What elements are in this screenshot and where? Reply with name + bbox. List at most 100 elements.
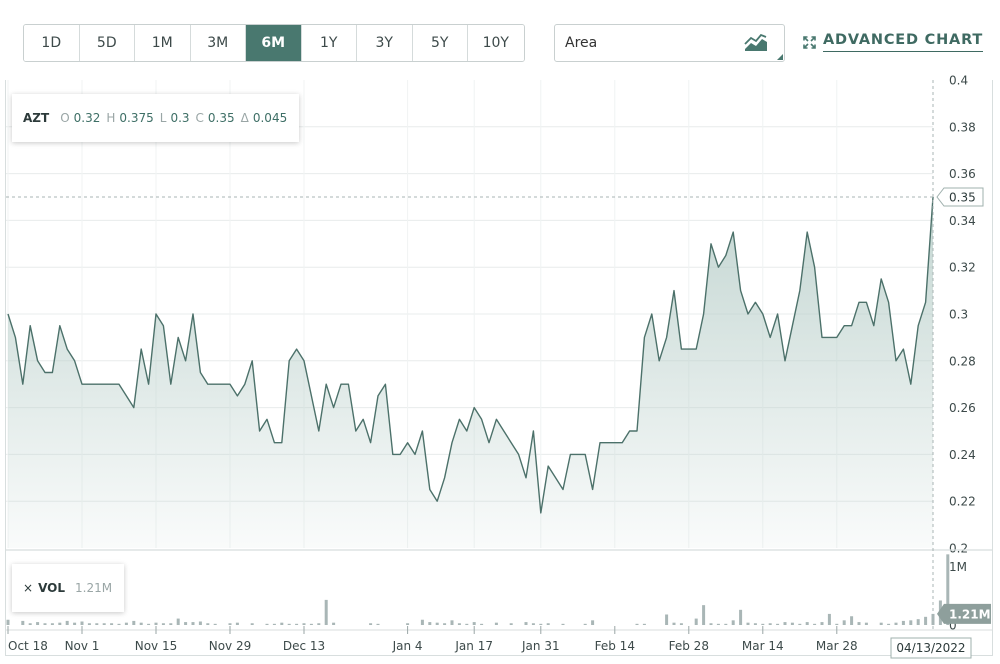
volume-bar [820, 622, 824, 625]
volume-bar [672, 622, 676, 625]
range-button-3m[interactable]: 3M [190, 25, 246, 61]
price-tick-label: 0.38 [949, 120, 976, 134]
volume-bar [110, 623, 114, 625]
volume-bar [213, 623, 217, 625]
volume-bar [65, 620, 69, 625]
volume-bar [324, 599, 328, 625]
volume-bar [857, 622, 861, 625]
range-button-10y[interactable]: 10Y [468, 25, 524, 61]
ohlc-change-label: Δ [240, 111, 249, 125]
volume-bar [679, 623, 683, 625]
x-tick-label: Nov 15 [135, 639, 178, 653]
chart-frame [5, 80, 993, 656]
volume-bar [472, 622, 476, 625]
volume-bar [835, 623, 839, 625]
range-button-1m[interactable]: 1M [135, 25, 191, 61]
volume-bar [87, 623, 91, 625]
volume-bar [827, 613, 831, 625]
range-button-1y[interactable]: 1Y [301, 25, 357, 61]
volume-bar [916, 619, 920, 625]
last-volume-value: 1.21M [949, 607, 991, 621]
price-tick-label: 0.32 [949, 261, 976, 275]
volume-bar [591, 620, 595, 625]
volume-bar [58, 622, 62, 625]
volume-tick-label: 1M [949, 560, 967, 574]
volume-bar [184, 622, 188, 625]
price-tick-label: 0.28 [949, 354, 976, 368]
volume-bar [369, 623, 373, 625]
volume-bar [480, 623, 484, 625]
chart-type-select[interactable]: Area [554, 24, 785, 62]
x-tick-label: Jan 31 [521, 639, 560, 653]
x-tick-label: Jan 17 [454, 639, 493, 653]
area-chart-icon [744, 34, 767, 51]
volume-bar [420, 619, 424, 625]
ohlc-low: 0.3 [170, 111, 190, 125]
range-button-5d[interactable]: 5D [79, 25, 135, 61]
volume-value: 1.21M [75, 581, 113, 595]
select-corner [777, 54, 783, 60]
price-tick-label: 0.3 [949, 308, 968, 322]
advanced-chart-link[interactable]: ADVANCED CHART [803, 32, 984, 52]
volume-bar [864, 622, 868, 625]
volume-bar [665, 614, 669, 625]
volume-bar [132, 620, 136, 625]
volume-bar [376, 623, 380, 625]
volume-bar [250, 623, 254, 625]
x-tick-label: Feb 28 [669, 639, 709, 653]
volume-bar [894, 622, 898, 625]
volume-bar [702, 605, 706, 625]
volume-bar [191, 622, 195, 625]
range-button-3y[interactable]: 3Y [357, 25, 413, 61]
volume-bar [332, 622, 336, 625]
volume-bar [117, 623, 121, 625]
volume-bar [798, 623, 802, 625]
chart-type-value: Area [565, 35, 598, 51]
volume-bar [465, 623, 469, 625]
volume-bar [309, 623, 313, 625]
x-tick-label: Oct 18 [8, 639, 48, 653]
volume-bar [435, 622, 439, 625]
ohlc-open-label: O [60, 111, 70, 125]
last-volume-tag [937, 603, 991, 624]
range-button-6m[interactable]: 6M [246, 25, 302, 61]
volume-bar [724, 623, 728, 625]
x-tick-label: Feb 14 [595, 639, 635, 653]
price-tick-label: 0.24 [949, 448, 976, 462]
ohlc-close-label: C [195, 111, 204, 125]
volume-bar [887, 623, 891, 625]
volume-bar [761, 623, 765, 625]
volume-bar [909, 620, 913, 625]
volume-bar [753, 623, 757, 625]
volume-bar [235, 622, 239, 625]
volume-bar [50, 623, 54, 625]
price-tick-label: 0.26 [949, 401, 976, 415]
volume-bar [509, 623, 513, 625]
volume-bar [850, 616, 854, 625]
volume-tick-label: 0 [949, 619, 957, 633]
range-button-5y[interactable]: 5Y [412, 25, 468, 61]
volume-bar [776, 623, 780, 625]
volume-bar [635, 623, 639, 625]
x-tick-label: Nov 29 [209, 639, 252, 653]
volume-bar [924, 616, 928, 625]
volume-bar [450, 620, 454, 625]
volume-bar [198, 621, 202, 625]
price-tick-label: 0.34 [949, 214, 976, 228]
last-price-tag [936, 187, 984, 207]
last-date-tag [890, 637, 972, 659]
range-button-1d[interactable]: 1D [24, 25, 80, 61]
close-icon[interactable]: × [23, 581, 34, 595]
volume-bar [524, 622, 528, 625]
volume-bar [768, 623, 772, 625]
x-tick-label: Mar 14 [742, 639, 784, 653]
expand-icon [803, 35, 816, 49]
volume-bar [901, 620, 905, 625]
volume-bar [95, 623, 99, 625]
ohlc-low-label: L [159, 111, 167, 125]
volume-bar [21, 620, 25, 625]
volume-bar [539, 623, 543, 625]
volume-bar [280, 622, 284, 625]
range-selector: 1D 5D 1M 3M 6M 1Y 3Y 5Y 10Y [23, 24, 525, 62]
